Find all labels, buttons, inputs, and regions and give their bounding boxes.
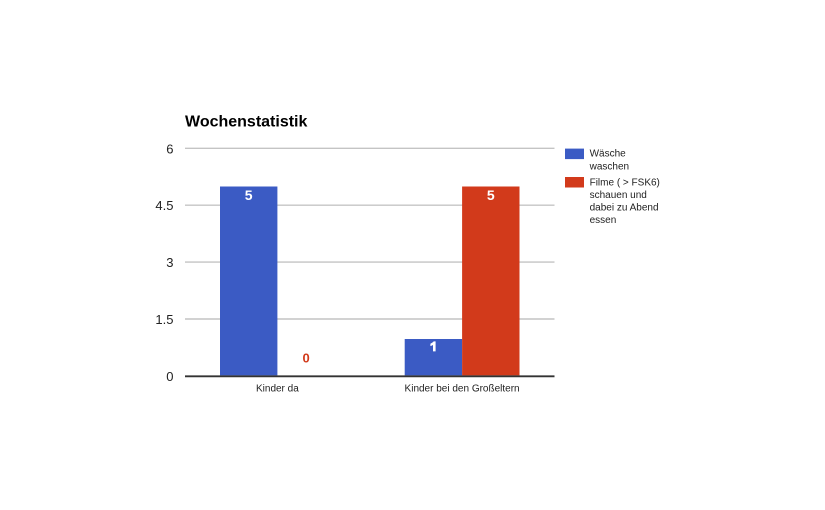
- svg-text:Wochenstatistik: Wochenstatistik: [185, 114, 308, 131]
- svg-text:5: 5: [487, 187, 495, 203]
- svg-text:1.5: 1.5: [155, 312, 173, 327]
- svg-text:0: 0: [166, 369, 173, 384]
- svg-text:essen: essen: [590, 215, 617, 226]
- svg-text:4.5: 4.5: [155, 198, 173, 213]
- svg-text:Filme ( > FSK6): Filme ( > FSK6): [590, 177, 660, 188]
- svg-text:waschen: waschen: [589, 161, 629, 172]
- svg-text:3: 3: [166, 255, 173, 270]
- svg-text:schauen und: schauen und: [590, 190, 647, 201]
- svg-text:Wäsche: Wäsche: [590, 149, 627, 160]
- svg-text:6: 6: [166, 141, 173, 156]
- svg-text:dabei zu Abend: dabei zu Abend: [590, 203, 659, 214]
- svg-text:Kinder da: Kinder da: [256, 384, 299, 395]
- svg-text:5: 5: [245, 187, 253, 203]
- svg-text:Kinder bei den Großeltern: Kinder bei den Großeltern: [405, 384, 520, 395]
- svg-text:0: 0: [302, 350, 309, 365]
